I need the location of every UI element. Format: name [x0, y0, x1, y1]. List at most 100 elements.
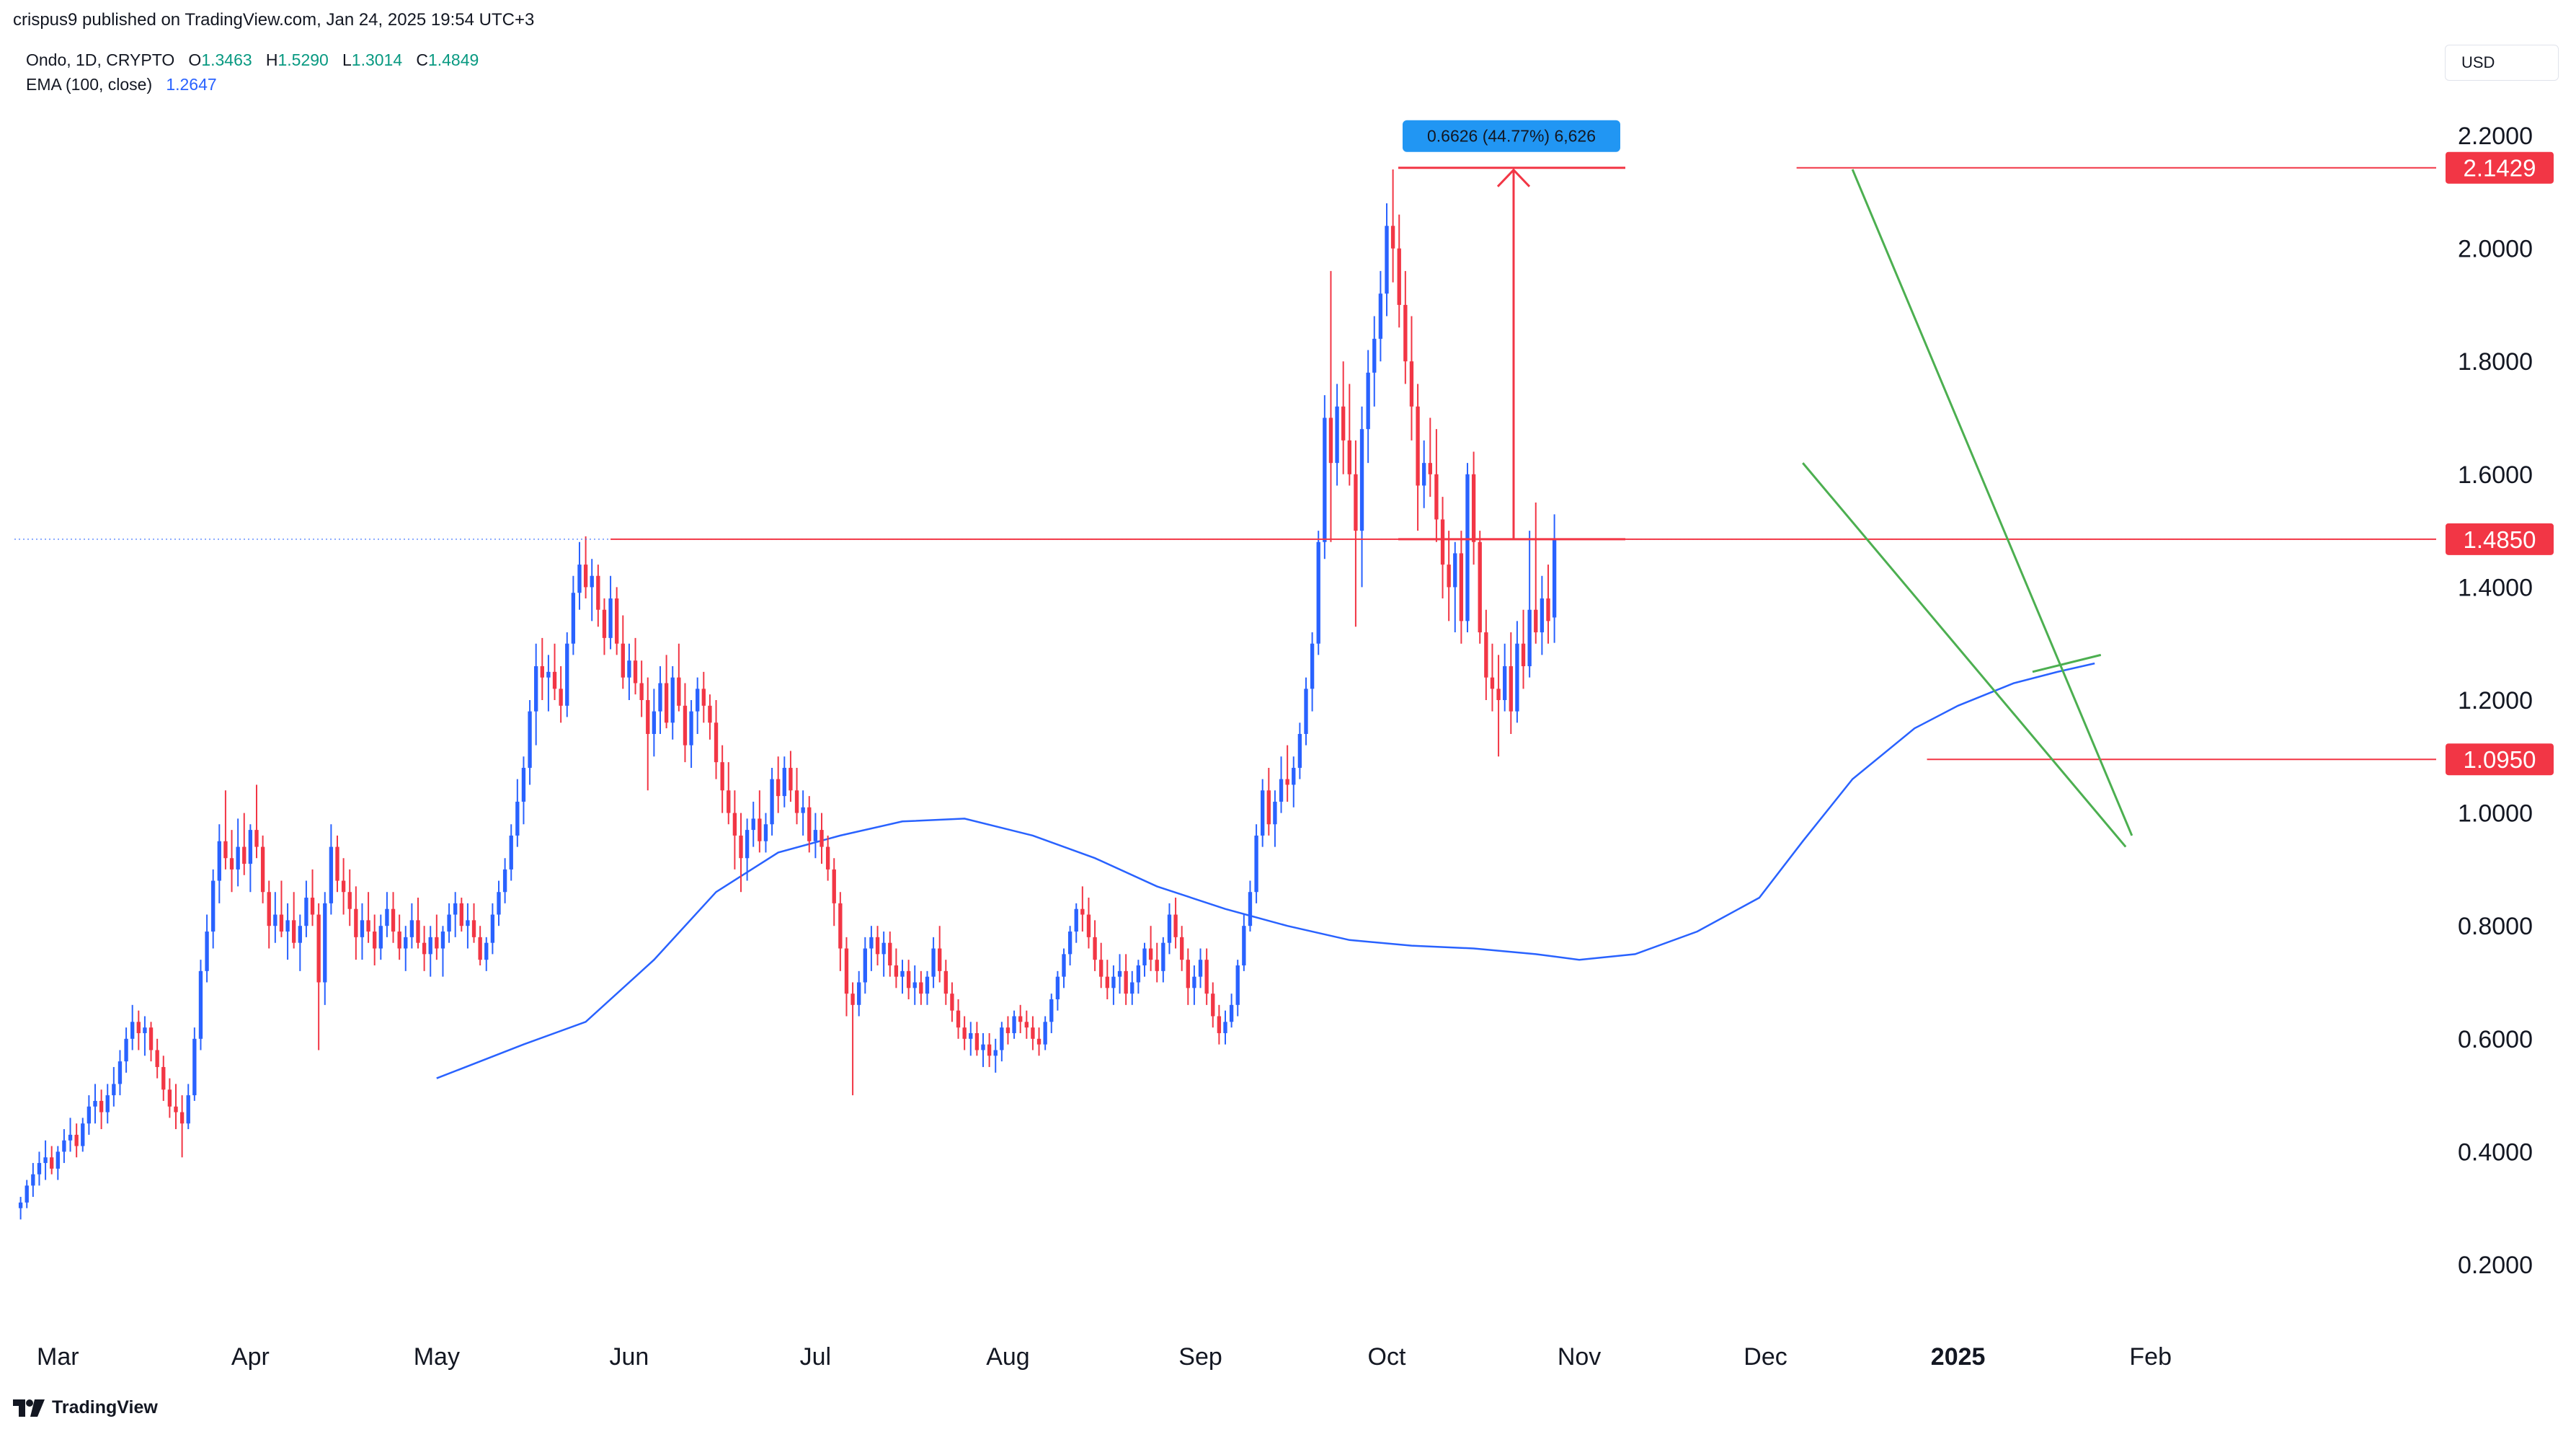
- candle-body: [664, 683, 669, 723]
- low-label: L: [342, 50, 352, 69]
- candle-body: [43, 1157, 48, 1164]
- candle: [739, 813, 743, 893]
- candle-body: [633, 660, 638, 683]
- candle-body: [583, 565, 588, 588]
- candle: [1000, 1022, 1004, 1062]
- candle-body: [428, 937, 432, 955]
- candle-body: [260, 846, 265, 893]
- candle: [186, 1084, 190, 1130]
- candle-body: [335, 846, 339, 881]
- candle-body: [267, 892, 271, 926]
- ohlc-row[interactable]: Ondo, 1D, CRYPTO O1.3463 H1.5290 L1.3014…: [26, 48, 479, 72]
- candle-body: [117, 1061, 123, 1084]
- candle-body: [1279, 779, 1284, 802]
- candle: [1198, 948, 1203, 988]
- candle-body: [490, 914, 495, 943]
- candle-body: [292, 920, 296, 943]
- candle: [875, 926, 880, 966]
- candle-body: [794, 790, 799, 813]
- candle: [1093, 920, 1097, 971]
- candle: [1310, 632, 1315, 712]
- candle-body: [1310, 643, 1315, 689]
- candle-body: [590, 575, 594, 588]
- ema-label: EMA (100, close): [26, 75, 153, 94]
- candle-body: [850, 994, 855, 1005]
- candle-body: [155, 1050, 159, 1067]
- candle-body: [136, 1022, 141, 1033]
- candle: [1496, 655, 1501, 757]
- candle: [677, 643, 681, 712]
- candle: [950, 982, 954, 1022]
- candle-body: [621, 643, 625, 678]
- candle-body: [440, 932, 445, 949]
- candle-body: [310, 898, 315, 915]
- candle-body: [1180, 937, 1184, 960]
- candle: [1180, 926, 1184, 971]
- candle: [1148, 926, 1153, 971]
- candle: [373, 914, 377, 966]
- candle: [559, 666, 563, 723]
- high-value: 1.5290: [277, 50, 329, 69]
- candle-body: [81, 1123, 85, 1146]
- candle-body: [646, 700, 650, 734]
- candle-body: [1049, 999, 1054, 1022]
- candle-body: [86, 1106, 92, 1124]
- candle: [385, 892, 389, 937]
- ema-row[interactable]: EMA (100, close) 1.2647: [26, 72, 479, 97]
- candle: [1335, 384, 1339, 486]
- candle-body: [509, 835, 513, 870]
- candle: [621, 615, 625, 689]
- candle-body: [1273, 801, 1277, 825]
- candle: [31, 1163, 35, 1198]
- candle-body: [1093, 937, 1097, 960]
- candle: [1111, 965, 1116, 1005]
- candle: [1043, 1016, 1047, 1050]
- candle: [1055, 970, 1060, 1011]
- candle: [1409, 316, 1414, 441]
- candle-body: [192, 1038, 197, 1096]
- candle-body: [453, 903, 458, 915]
- candle-body: [1484, 632, 1488, 678]
- candle: [323, 892, 327, 1005]
- candle: [912, 965, 917, 1005]
- candle: [987, 1032, 992, 1067]
- candle-body: [1509, 666, 1513, 712]
- candle-body: [223, 841, 228, 859]
- candle-body: [1266, 790, 1271, 825]
- candle: [509, 824, 513, 881]
- candle: [1155, 942, 1159, 983]
- candle: [124, 1027, 128, 1073]
- tradingview-logo[interactable]: TradingView: [13, 1397, 158, 1418]
- candle-body: [938, 948, 942, 971]
- candle: [1478, 531, 1482, 644]
- candle: [1248, 880, 1253, 932]
- candle-body: [229, 858, 234, 870]
- candle-body: [50, 1157, 54, 1169]
- candle-body: [1099, 960, 1103, 977]
- candle: [664, 655, 669, 729]
- candle-body: [31, 1174, 35, 1186]
- candle: [478, 926, 482, 966]
- candle-body: [1459, 553, 1464, 621]
- candle: [925, 970, 930, 1005]
- candle-body: [217, 841, 221, 881]
- candle-body: [1285, 779, 1289, 785]
- candle-body: [1105, 976, 1109, 988]
- candle: [863, 937, 867, 994]
- candle: [55, 1146, 60, 1180]
- candle: [354, 886, 358, 960]
- currency-button[interactable]: USD: [2445, 45, 2559, 81]
- candle-body: [354, 908, 358, 937]
- candle-body: [615, 598, 619, 644]
- candle: [1105, 960, 1109, 999]
- candle: [428, 926, 432, 977]
- candle-body: [906, 970, 911, 988]
- candle: [50, 1146, 54, 1174]
- candle: [273, 892, 277, 943]
- candle-body: [25, 1185, 29, 1203]
- candle-body: [534, 666, 538, 712]
- candle-body: [466, 920, 470, 926]
- candle-body: [770, 779, 774, 825]
- candle-body: [1111, 976, 1116, 988]
